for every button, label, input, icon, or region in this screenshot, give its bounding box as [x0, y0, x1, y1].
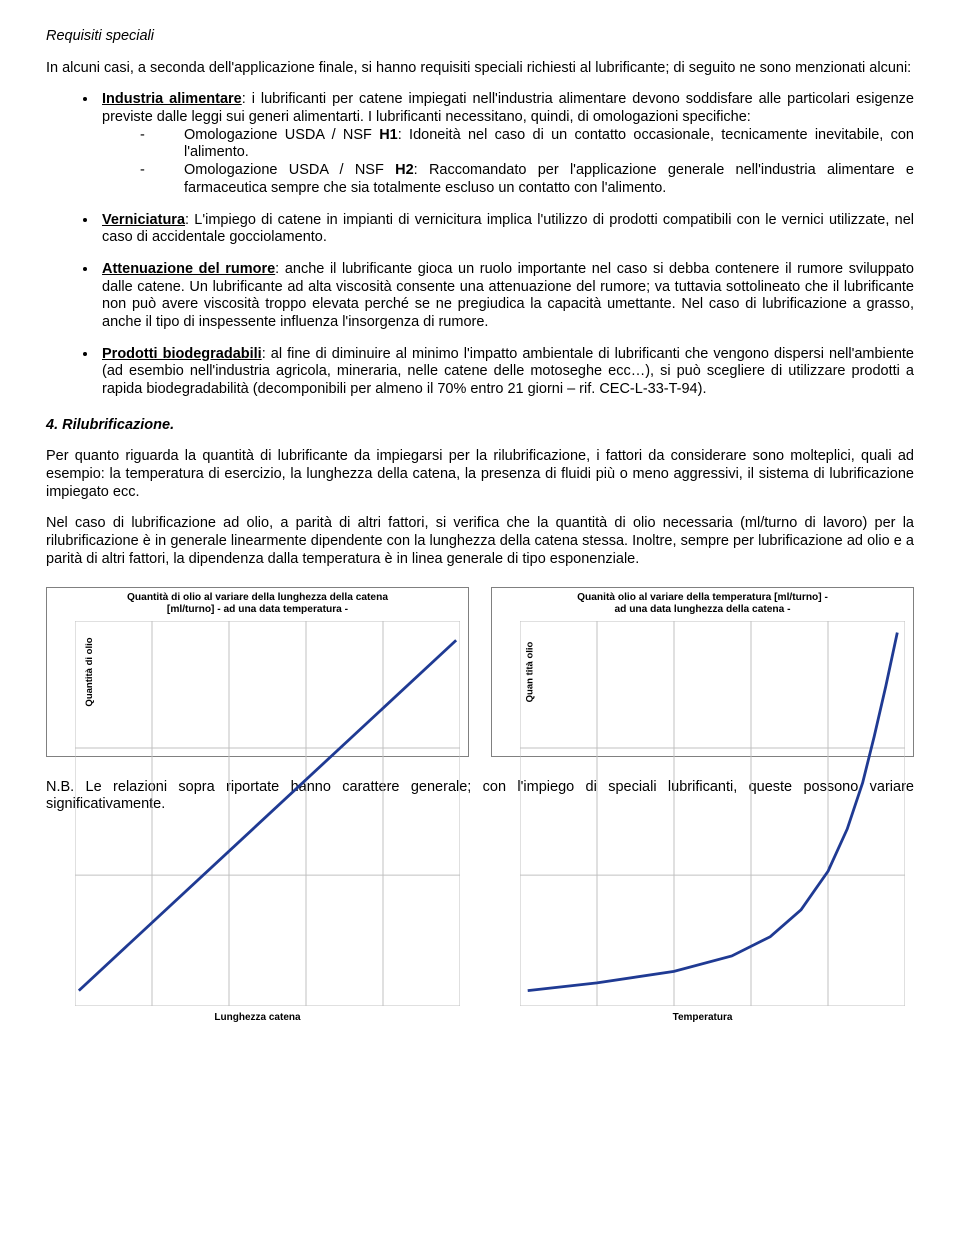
chart2-plot: [520, 621, 905, 1006]
section-heading: Requisiti speciali: [46, 28, 914, 46]
bullet-rumore: Attenuazione del rumore: anche il lubrif…: [98, 261, 914, 332]
chart1-title-l2: [ml/turno] - ad una data temperatura -: [167, 604, 348, 615]
text-verniciatura: : L'impiego di catene in impianti di ver…: [102, 212, 914, 246]
bullet-list: Industria alimentare: i lubrificanti per…: [46, 91, 914, 398]
h1-code: H1: [379, 127, 398, 143]
label-rumore: Attenuazione del rumore: [102, 261, 275, 277]
sub-h1: Omologazione USDA / NSF H1: Idoneità nel…: [140, 127, 914, 162]
h1-lead: Omologazione USDA / NSF: [184, 127, 379, 143]
chart2-title: Quanità olio al variare della temperatur…: [492, 588, 913, 620]
chart1-title-l1: Quantità di olio al variare della lunghe…: [127, 592, 388, 603]
chart1-plot: [75, 621, 460, 1006]
chart-temperature: Quanità olio al variare della temperatur…: [491, 587, 914, 757]
sub-list: Omologazione USDA / NSF H1: Idoneità nel…: [102, 127, 914, 198]
label-biodeg: Prodotti biodegradabili: [102, 346, 262, 362]
charts-row: Quantità di olio al variare della lunghe…: [46, 587, 914, 757]
h2-code: H2: [395, 162, 414, 178]
section4-p2: Nel caso di lubrificazione ad olio, a pa…: [46, 515, 914, 568]
chart1-xlabel: Lunghezza catena: [47, 1012, 468, 1028]
chart1-title: Quantità di olio al variare della lunghe…: [47, 588, 468, 620]
bullet-biodeg: Prodotti biodegradabili: al fine di dimi…: [98, 346, 914, 399]
intro-paragraph: In alcuni casi, a seconda dell'applicazi…: [46, 60, 914, 78]
label-industria: Industria alimentare: [102, 91, 242, 107]
sub-h2: Omologazione USDA / NSF H2: Raccomandato…: [140, 162, 914, 197]
chart2-title-l1: Quanità olio al variare della temperatur…: [577, 592, 828, 603]
bullet-industria: Industria alimentare: i lubrificanti per…: [98, 91, 914, 197]
bullet-verniciatura: Verniciatura: L'impiego di catene in imp…: [98, 212, 914, 247]
chart2-xlabel: Temperatura: [492, 1012, 913, 1028]
h2-lead: Omologazione USDA / NSF: [184, 162, 395, 178]
chart2-title-l2: ad una data lunghezza della catena -: [614, 604, 790, 615]
chart-length: Quantità di olio al variare della lunghe…: [46, 587, 469, 757]
label-verniciatura: Verniciatura: [102, 212, 185, 228]
section4-title: 4. Rilubrificazione.: [46, 417, 914, 435]
section4-p1: Per quanto riguarda la quantità di lubri…: [46, 448, 914, 501]
